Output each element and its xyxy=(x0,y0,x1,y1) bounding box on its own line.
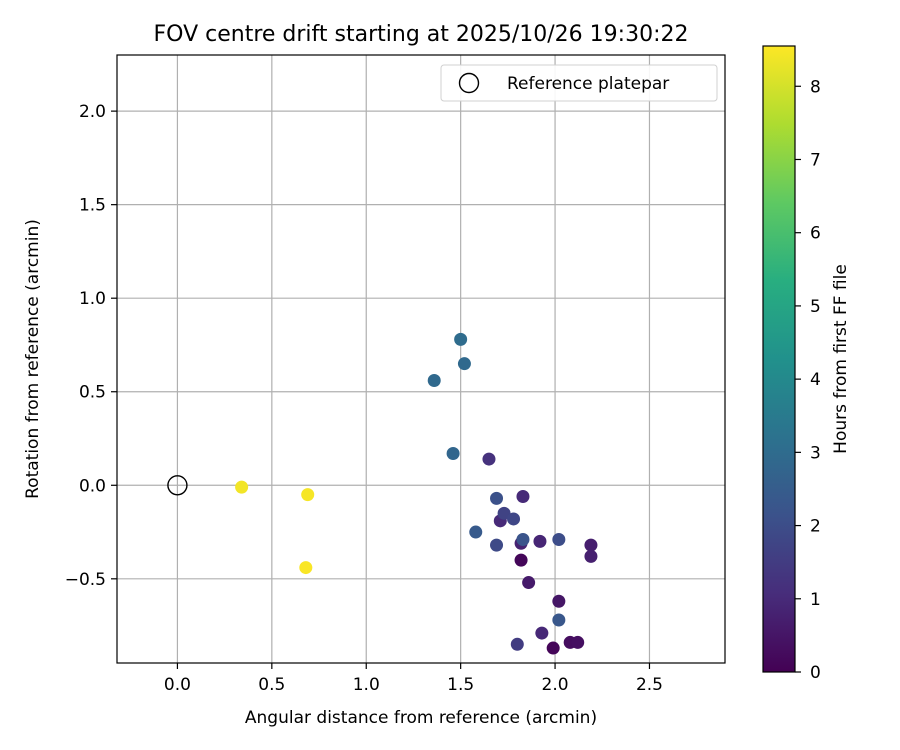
colorbar-tick-label: 4 xyxy=(810,370,821,390)
y-tick-label: −0.5 xyxy=(65,570,106,590)
colorbar-tick-label: 8 xyxy=(810,77,821,97)
colorbar-tick-label: 2 xyxy=(810,517,821,537)
y-tick-label: 0.0 xyxy=(79,476,106,496)
scatter-point xyxy=(299,561,313,575)
scatter-point xyxy=(490,491,504,505)
colorbar: 0 1 2 3 4 5 6 7 8 Hours from first FF file xyxy=(762,45,851,683)
x-axis-label: Angular distance from reference (arcmin) xyxy=(245,708,597,728)
scatter-point xyxy=(482,452,496,466)
scatter-point xyxy=(497,506,511,520)
scatter-point xyxy=(546,641,560,655)
scatter-point xyxy=(235,480,249,494)
scatter-point xyxy=(552,533,566,547)
scatter-point xyxy=(552,613,566,627)
scatter-point xyxy=(584,538,598,552)
scatter-point xyxy=(584,549,598,563)
colorbar-tick-label: 6 xyxy=(810,224,821,244)
grid xyxy=(117,55,725,663)
x-axis-ticks: 0.0 0.5 1.0 1.5 2.0 2.5 xyxy=(164,663,663,695)
scatter-point xyxy=(427,374,441,388)
scatter-point xyxy=(516,533,530,547)
chart-title: FOV centre drift starting at 2025/10/26 … xyxy=(154,22,689,47)
scatter-point xyxy=(514,553,528,567)
scatter-point xyxy=(469,525,483,539)
scatter-point xyxy=(454,332,468,346)
scatter-point xyxy=(510,637,524,651)
scatter-point xyxy=(507,512,521,526)
colorbar-tick-label: 5 xyxy=(810,297,821,317)
x-tick-label: 0.0 xyxy=(164,675,191,695)
scatter-point xyxy=(446,446,460,460)
y-tick-label: 1.5 xyxy=(79,196,106,216)
x-tick-label: 2.5 xyxy=(636,675,663,695)
scatter-point xyxy=(533,534,547,548)
colorbar-tick-label: 3 xyxy=(810,443,821,463)
y-axis-ticks: −0.5 0.0 0.5 1.0 1.5 2.0 xyxy=(65,102,117,590)
colorbar-tick-label: 1 xyxy=(810,590,821,610)
scatter-point xyxy=(301,488,315,502)
y-tick-label: 1.0 xyxy=(79,289,106,309)
reference-marker-layer xyxy=(167,475,188,496)
y-axis-label: Rotation from reference (arcmin) xyxy=(23,219,43,499)
scatter-point xyxy=(516,490,530,504)
scatter-point xyxy=(535,626,549,640)
x-tick-label: 1.0 xyxy=(353,675,380,695)
colorbar-ticks: 0 1 2 3 4 5 6 7 8 xyxy=(795,77,821,683)
scatter-point xyxy=(457,357,471,371)
legend: Reference platepar xyxy=(440,64,718,102)
legend-label-reference: Reference platepar xyxy=(507,74,669,94)
plot-frame xyxy=(116,54,726,664)
reference-platepar-marker xyxy=(167,475,188,496)
x-tick-label: 0.5 xyxy=(258,675,285,695)
legend-reference-marker xyxy=(458,72,480,94)
colorbar-tick-label: 7 xyxy=(810,150,821,170)
scatter-point xyxy=(490,538,504,552)
colorbar-tick-label: 0 xyxy=(810,663,821,683)
colorbar-gradient xyxy=(762,45,796,673)
legend-box xyxy=(440,64,718,102)
scatter-point xyxy=(571,635,585,649)
scatter-points xyxy=(235,332,598,655)
scatter-point xyxy=(522,576,536,590)
y-tick-label: 0.5 xyxy=(79,383,106,403)
colorbar-label: Hours from first FF file xyxy=(831,264,851,454)
scatter-point xyxy=(552,594,566,608)
x-tick-label: 2.0 xyxy=(542,675,569,695)
y-tick-label: 2.0 xyxy=(79,102,106,122)
x-tick-label: 1.5 xyxy=(447,675,474,695)
